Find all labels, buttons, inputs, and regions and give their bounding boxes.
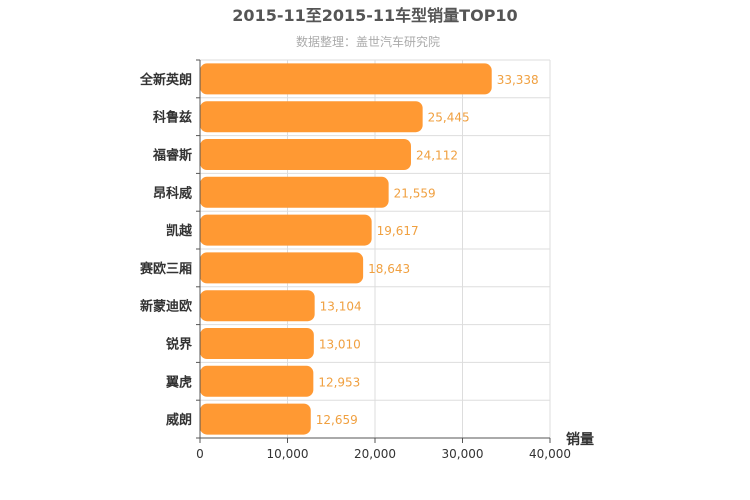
gridlines: [200, 59, 551, 439]
x-tick-label: 20,000: [354, 447, 396, 461]
value-label: 12,953: [318, 375, 360, 389]
x-tick-label: 0: [196, 447, 204, 461]
category-label: 威朗: [166, 412, 192, 428]
x-tick-label: 10,000: [267, 447, 309, 461]
bar: [200, 63, 492, 95]
category-label: 凯越: [166, 223, 193, 239]
bar: [200, 252, 364, 284]
value-label: 12,659: [316, 413, 358, 427]
category-label: 科鲁兹: [153, 110, 192, 126]
category-label: 昂科威: [153, 185, 192, 201]
value-label: 24,112: [416, 149, 458, 163]
bar: [200, 176, 389, 208]
chart-title: 2015-11至2015-11车型销量TOP10: [232, 6, 517, 25]
bar: [200, 214, 372, 246]
category-label: 福睿斯: [152, 148, 192, 164]
bar: [200, 290, 315, 322]
category-label: 新蒙迪欧: [140, 299, 192, 315]
bar: [200, 101, 423, 133]
bar: [200, 139, 411, 170]
category-label: 赛欧三厢: [139, 261, 192, 277]
value-label: 19,617: [377, 224, 419, 238]
value-label: 33,338: [497, 73, 539, 87]
category-label: 锐界: [166, 337, 192, 353]
x-axis-title: 销量: [566, 431, 594, 448]
category-label: 全新英朗: [139, 72, 192, 88]
value-label: 25,445: [428, 111, 470, 125]
bar: [200, 328, 314, 359]
chart-subtitle: 数据整理：盖世汽车研究院: [296, 34, 440, 49]
x-tick-label: 30,000: [442, 447, 484, 461]
value-label: 13,010: [319, 338, 361, 352]
bar: [200, 403, 311, 435]
category-label: 翼虎: [165, 374, 192, 390]
bar: [200, 365, 314, 397]
value-label: 13,104: [320, 300, 362, 314]
value-label: 21,559: [394, 186, 436, 200]
value-label: 18,643: [368, 262, 410, 276]
bars: 33,338 25,445 24,112 21,559 19,617 18,643 13,1…: [200, 63, 539, 435]
x-tick-label: 40,000: [529, 447, 571, 461]
